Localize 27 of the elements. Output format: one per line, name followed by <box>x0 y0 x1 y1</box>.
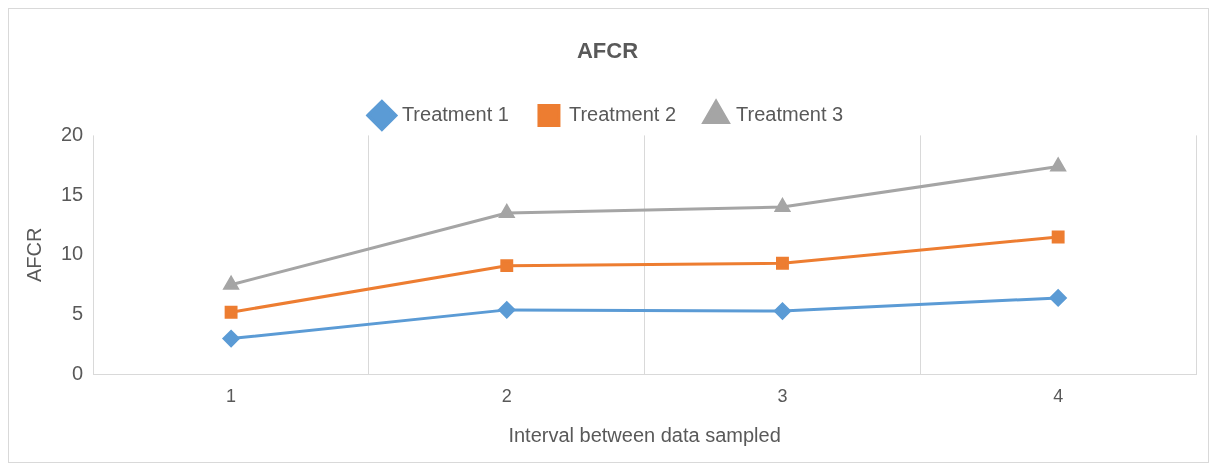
point <box>1051 230 1065 244</box>
chart-title: AFCR <box>576 38 639 64</box>
x-tick-label: 2 <box>501 386 512 407</box>
point <box>1050 157 1066 172</box>
point <box>774 198 791 213</box>
legend-label: Treatment 1 <box>401 102 509 125</box>
x-tick-label: 1 <box>226 386 237 407</box>
y-tick-label: 20 <box>61 122 84 145</box>
y-tick-label: 0 <box>72 361 84 384</box>
y-tick-label: 5 <box>72 302 84 325</box>
point <box>223 276 239 290</box>
x-tick-label: 3 <box>777 386 788 407</box>
y-axis-title: AFCR <box>22 227 45 283</box>
point <box>222 330 240 348</box>
point <box>499 204 515 219</box>
legend-label: Treatment 2 <box>568 102 677 125</box>
point <box>224 305 238 319</box>
legend-label: Treatment 3 <box>736 102 844 125</box>
point <box>1049 289 1067 307</box>
x-tick-label: 4 <box>1053 386 1064 407</box>
point <box>773 302 791 320</box>
point <box>500 259 514 273</box>
point <box>776 256 789 270</box>
x-axis-title: Interval between data sampled <box>508 423 781 446</box>
y-tick-label: 10 <box>61 242 84 265</box>
point <box>498 301 516 319</box>
y-tick-label: 15 <box>61 182 84 205</box>
